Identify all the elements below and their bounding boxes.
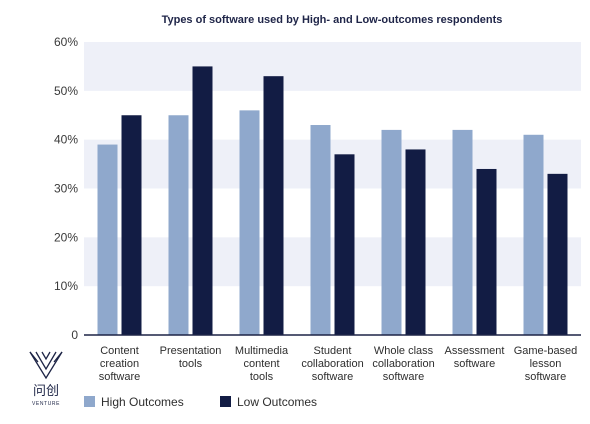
bar-low-0 <box>121 115 142 335</box>
grid-bands <box>84 42 581 287</box>
y-tick-label: 20% <box>54 230 78 244</box>
bars <box>97 66 568 336</box>
y-tick-label: 50% <box>54 84 78 98</box>
bar-high-2 <box>239 110 260 335</box>
legend-label-high: High Outcomes <box>101 395 184 409</box>
grid-band <box>84 139 581 189</box>
x-category-label: Multimedia content tools <box>235 345 289 383</box>
legend-swatch-low <box>220 396 231 407</box>
x-category-label: Assessment software <box>445 345 505 370</box>
venture-logo-icon <box>29 351 63 380</box>
bar-low-4 <box>405 149 426 335</box>
bar-high-3 <box>310 125 331 336</box>
bar-high-6 <box>523 134 544 335</box>
bar-low-2 <box>263 76 284 335</box>
bar-high-0 <box>97 144 118 335</box>
grid-band <box>84 237 581 287</box>
y-tick-label: 60% <box>54 35 78 49</box>
x-category-label: Game-based lesson software <box>514 345 578 383</box>
chart-title: Types of software used by High- and Low-… <box>162 14 503 26</box>
bar-high-4 <box>381 129 402 335</box>
x-category-label: Content creation software <box>99 345 141 383</box>
bar-high-5 <box>452 129 473 335</box>
y-tick-label: 40% <box>54 133 78 147</box>
y-tick-label: 0 <box>71 328 78 342</box>
venture-logo: 问创 VENTURE <box>29 351 63 407</box>
x-category-label: Presentation tools <box>160 345 222 370</box>
x-category-label: Student collaboration software <box>301 345 363 383</box>
legend: High Outcomes Low Outcomes <box>84 395 317 409</box>
grid-band <box>84 42 581 91</box>
y-tick-label: 10% <box>54 279 78 293</box>
bar-low-6 <box>547 173 568 335</box>
bar-high-1 <box>168 115 189 335</box>
logo-venture-text: VENTURE <box>32 401 60 407</box>
x-axis-categories: Content creation software Presentation tools… <box>99 345 578 383</box>
bar-low-5 <box>476 168 497 335</box>
legend-label-low: Low Outcomes <box>237 395 317 409</box>
logo-chinese-text: 问创 <box>33 383 59 398</box>
y-axis-ticks: 0 10% 20% 30% 40% 50% 60% <box>54 35 78 342</box>
bar-low-1 <box>192 66 213 336</box>
y-tick-label: 30% <box>54 182 78 196</box>
x-category-label: Whole class collaboration software <box>372 345 434 383</box>
legend-swatch-high <box>84 396 95 407</box>
bar-low-3 <box>334 154 355 335</box>
